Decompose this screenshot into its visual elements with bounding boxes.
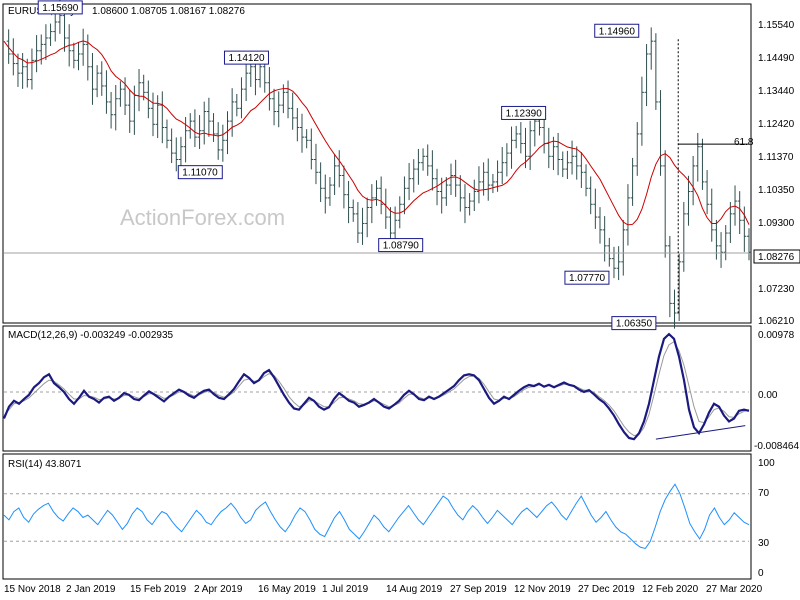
price-tick: 1.13440	[758, 86, 795, 97]
macd-tick: 0.00978	[758, 330, 795, 341]
swing-label-box	[37, 0, 83, 15]
swing-label-box	[177, 165, 223, 180]
watermark: ActionForex.com	[120, 205, 285, 230]
swing-label-box	[223, 50, 269, 65]
macd-line	[2, 332, 750, 441]
price-tick: 1.11370	[758, 152, 794, 163]
swing-label-box	[594, 23, 640, 38]
dynamic-marks: 1.15690 1.11070 1.14120 1.08790 1.12390 1.077…	[2, 0, 751, 550]
rsi-tick: 100	[758, 458, 775, 469]
swing-label-text: 1.14120	[228, 53, 265, 64]
x-tick-label: 15 Nov 2018	[4, 584, 61, 595]
rsi-header: RSI(14) 43.8071	[8, 459, 82, 470]
price-tick: 1.07230	[758, 284, 795, 295]
macd-panel	[2, 325, 752, 452]
x-tick-label: 2 Jan 2019	[66, 584, 116, 595]
swing-label-box	[378, 238, 424, 253]
macd-header: MACD(12,26,9) -0.003249 -0.002935	[8, 330, 174, 341]
fib-label: 61.8	[734, 137, 754, 148]
price-panel	[2, 3, 752, 324]
swing-label-text: 1.12390	[506, 108, 543, 119]
moving-average-line	[3, 40, 750, 226]
last-price-box	[753, 249, 800, 264]
x-tick-label: 15 Feb 2019	[130, 584, 187, 595]
x-tick-label: 27 Sep 2019	[450, 584, 507, 595]
x-tick-label: 2 Apr 2019	[194, 584, 243, 595]
macd-tick: -0.008464	[754, 441, 799, 452]
ohlc-header: 1.08600 1.08705 1.08167 1.08276	[92, 6, 245, 17]
x-tick-label: 16 May 2019	[258, 584, 316, 595]
swing-label-text: 1.14960	[599, 26, 636, 37]
swing-label-box	[564, 270, 610, 285]
x-tick-label: 12 Feb 2020	[642, 584, 699, 595]
x-tick-label: 1 Jul 2019	[322, 584, 369, 595]
x-axis: 15 Nov 2018 2 Jan 2019 15 Feb 2019 2 Apr…	[4, 584, 763, 595]
macd-divergence-line	[655, 425, 746, 440]
price-axis: 1.15540 1.14490 1.13440 1.12420 1.11370 …	[753, 20, 800, 327]
rsi-tick: 70	[758, 488, 770, 499]
swing-label-box	[501, 105, 547, 120]
x-tick-label: 27 Mar 2020	[706, 584, 763, 595]
price-tick: 1.14490	[758, 53, 795, 64]
price-tick: 1.10350	[758, 185, 795, 196]
x-tick-label: 12 Nov 2019	[514, 584, 571, 595]
macd-axis: 0.00978 0.00 -0.008464	[754, 330, 799, 452]
macd-tick: 0.00	[758, 390, 778, 401]
price-tick: 1.09300	[758, 218, 795, 229]
rsi-line	[3, 483, 750, 550]
swing-label-text: 1.07770	[569, 273, 606, 284]
swing-label-text: 1.15690	[42, 3, 79, 14]
swing-label-text: 1.08790	[383, 241, 420, 252]
last-price-label: 1.08276	[758, 252, 795, 263]
rsi-panel	[2, 453, 752, 580]
rsi-axis: 100 70 30 0	[758, 458, 775, 579]
price-tick: 1.06210	[758, 316, 795, 327]
price-tick: 1.12420	[758, 119, 795, 130]
swing-label-text: 1.11070	[182, 168, 218, 179]
swing-label-box	[611, 316, 657, 331]
swing-label-text: 1.06350	[616, 319, 653, 330]
price-tick: 1.15540	[758, 20, 795, 31]
x-tick-label: 27 Dec 2019	[578, 584, 635, 595]
rsi-tick: 30	[758, 538, 770, 549]
x-tick-label: 14 Aug 2019	[386, 584, 443, 595]
rsi-tick: 0	[758, 568, 764, 579]
